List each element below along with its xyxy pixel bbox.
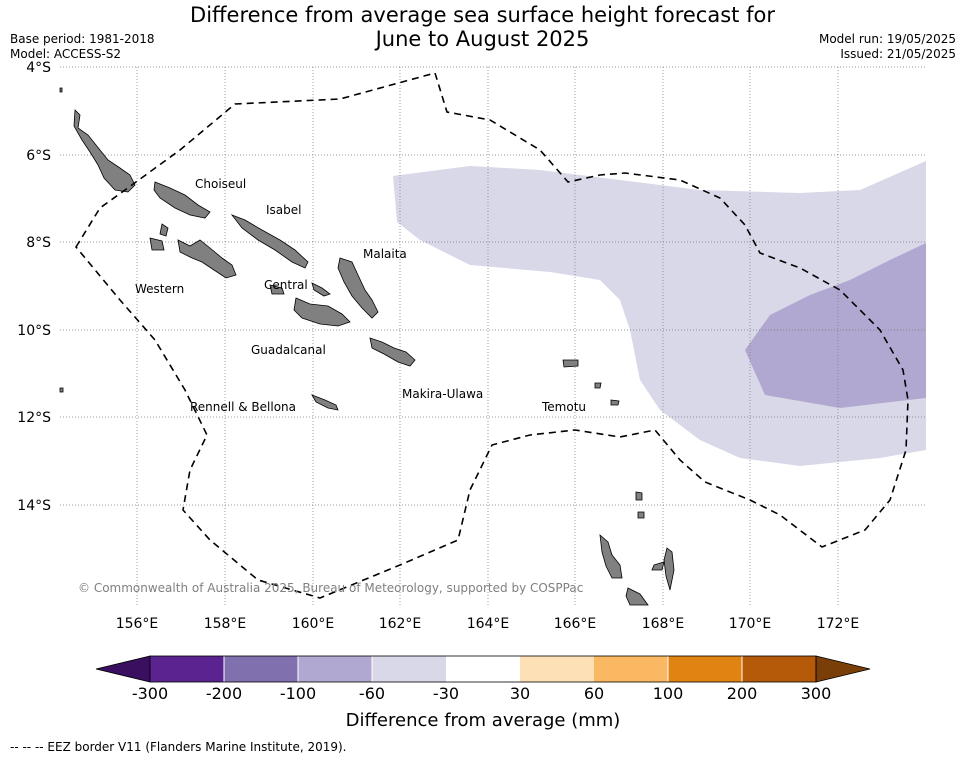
colorbar: -300 -200 -100 -60 -30 30 60 100 200 300… bbox=[95, 655, 871, 731]
longitude-labels: 156°E 158°E 160°E 162°E 164°E 166°E 168°… bbox=[116, 616, 860, 632]
island-islet-1 bbox=[59, 387, 64, 393]
island-makira bbox=[369, 337, 416, 367]
meta-left: Base period: 1981-2018 Model: ACCESS-S2 bbox=[10, 32, 155, 62]
island-florida bbox=[311, 282, 331, 297]
lat-label-10s: 10°S bbox=[17, 323, 51, 339]
region-label-choiseul: Choiseul bbox=[195, 177, 246, 191]
colorbar-tick-7: 60 bbox=[584, 684, 604, 703]
region-label-makira-ulawa: Makira-Ulawa bbox=[402, 387, 483, 401]
island-guadalcanal bbox=[293, 297, 351, 327]
island-vanuatu-3 bbox=[651, 561, 665, 571]
region-labels: Choiseul Isabel Malaita Western Central … bbox=[135, 177, 586, 414]
lon-label-156e: 156°E bbox=[116, 616, 159, 632]
island-vanuatu-2 bbox=[625, 587, 649, 606]
colorbar-swatch-1 bbox=[150, 656, 224, 682]
colorbar-tick-4: -60 bbox=[359, 684, 385, 703]
lon-label-160e: 160°E bbox=[292, 616, 335, 632]
latitude-labels: 4°S 6°S 8°S 10°S 12°S 14°S bbox=[17, 60, 51, 514]
region-label-isabel: Isabel bbox=[266, 203, 301, 217]
island-vella bbox=[149, 237, 165, 251]
colorbar-label: Difference from average (mm) bbox=[346, 710, 621, 731]
islands bbox=[59, 87, 675, 606]
island-vanuatu-6 bbox=[637, 511, 645, 519]
lon-label-168e: 168°E bbox=[642, 616, 685, 632]
colorbar-swatch-7 bbox=[594, 656, 668, 682]
colorbar-tick-1: -300 bbox=[132, 684, 168, 703]
model-run-text: Model run: 19/05/2025 bbox=[818, 32, 956, 46]
colorbar-swatch-4 bbox=[372, 656, 446, 682]
colorbar-swatch-2 bbox=[224, 656, 298, 682]
title-line-2: June to August 2025 bbox=[375, 27, 590, 51]
chart-title: Difference from average sea surface heig… bbox=[0, 3, 965, 51]
island-choiseul-group bbox=[73, 109, 136, 193]
island-rennell bbox=[311, 394, 339, 411]
island-islet-2 bbox=[59, 87, 63, 93]
island-small-west bbox=[159, 223, 169, 237]
island-vanuatu-4 bbox=[663, 547, 675, 591]
island-central bbox=[269, 284, 285, 295]
colorbar-tick-2: -200 bbox=[206, 684, 242, 703]
island-temotu-1 bbox=[562, 359, 579, 368]
colorbar-extend-low bbox=[95, 655, 151, 683]
lat-label-6s: 6°S bbox=[26, 148, 51, 164]
colorbar-swatch-8 bbox=[668, 656, 742, 682]
eez-border bbox=[75, 72, 909, 599]
island-vanuatu-5 bbox=[635, 491, 643, 501]
lat-label-4s: 4°S bbox=[26, 60, 51, 76]
lon-label-166e: 166°E bbox=[554, 616, 597, 632]
graticule bbox=[60, 66, 926, 605]
eez-legend-footer: -- -- -- EEZ border V11 (Flanders Marine… bbox=[10, 740, 347, 754]
island-new-georgia bbox=[177, 239, 237, 279]
colorbar-tick-9: 200 bbox=[727, 684, 758, 703]
copyright-credit: © Commonwealth of Australia 2025, Bureau… bbox=[78, 581, 583, 595]
island-temotu-3 bbox=[610, 399, 620, 406]
island-malaita bbox=[337, 257, 379, 319]
lon-label-172e: 172°E bbox=[817, 616, 860, 632]
meta-right: Model run: 19/05/2025 Issued: 21/05/2025 bbox=[819, 32, 956, 62]
region-label-temotu: Temotu bbox=[541, 400, 586, 414]
colorbar-tick-5: -30 bbox=[433, 684, 459, 703]
colorbar-tick-8: 100 bbox=[653, 684, 684, 703]
colorbar-tick-3: -100 bbox=[280, 684, 316, 703]
island-temotu-2 bbox=[594, 382, 602, 389]
island-choiseul bbox=[153, 181, 211, 219]
lon-label-158e: 158°E bbox=[204, 616, 247, 632]
lon-label-164e: 164°E bbox=[467, 616, 510, 632]
colorbar-tick-10: 300 bbox=[801, 684, 832, 703]
colorbar-swatch-5 bbox=[446, 656, 520, 682]
lat-label-8s: 8°S bbox=[26, 235, 51, 251]
anomaly-area-dark bbox=[745, 243, 926, 408]
region-label-rennell-bellona: Rennell & Bellona bbox=[190, 400, 296, 414]
region-label-malaita: Malaita bbox=[363, 247, 407, 261]
island-isabel bbox=[230, 214, 309, 269]
colorbar-swatch-3 bbox=[298, 656, 372, 682]
colorbar-tick-6: 30 bbox=[510, 684, 530, 703]
lon-label-170e: 170°E bbox=[729, 616, 772, 632]
colorbar-swatch-9 bbox=[742, 656, 816, 682]
colorbar-swatch-6 bbox=[520, 656, 594, 682]
lon-label-162e: 162°E bbox=[379, 616, 422, 632]
lat-label-14s: 14°S bbox=[17, 498, 51, 514]
lat-label-12s: 12°S bbox=[17, 410, 51, 426]
base-period-text: Base period: 1981-2018 bbox=[10, 32, 155, 46]
colorbar-extend-high bbox=[815, 655, 871, 683]
region-label-western: Western bbox=[135, 282, 184, 296]
issued-text: Issued: 21/05/2025 bbox=[840, 47, 956, 61]
region-label-guadalcanal: Guadalcanal bbox=[251, 343, 326, 357]
region-label-central: Central bbox=[264, 278, 308, 292]
island-vanuatu-1 bbox=[599, 534, 623, 579]
model-text: Model: ACCESS-S2 bbox=[10, 47, 122, 61]
title-line-1: Difference from average sea surface heig… bbox=[190, 3, 775, 27]
